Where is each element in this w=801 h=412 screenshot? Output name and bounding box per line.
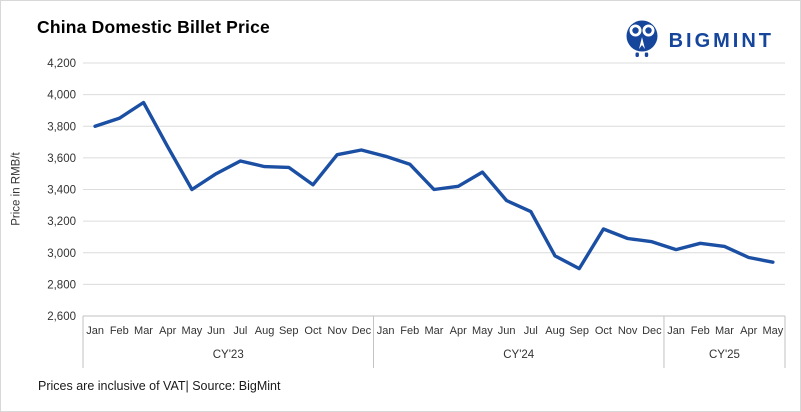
month-label: Mar — [425, 325, 444, 337]
month-label: Jan — [86, 325, 104, 337]
month-label: Feb — [400, 325, 419, 337]
month-label: May — [763, 325, 784, 337]
y-tick-label: 3,200 — [47, 216, 76, 228]
month-label: Jul — [524, 325, 538, 337]
year-label: CY'23 — [213, 349, 244, 361]
year-label: CY'24 — [503, 349, 535, 361]
y-tick-label: 3,600 — [47, 153, 76, 165]
bigmint-wordmark: BIGMINT — [668, 30, 774, 52]
month-label: Dec — [642, 325, 662, 337]
y-tick-label: 4,000 — [47, 90, 76, 102]
month-label: Nov — [327, 325, 347, 337]
month-label: Aug — [545, 325, 565, 337]
bigmint-logo: BIGMINT — [623, 19, 774, 64]
month-label: Nov — [618, 325, 638, 337]
bigmint-logo-icon — [623, 19, 661, 64]
chart-title: China Domestic Billet Price — [37, 17, 270, 37]
month-label: Jun — [207, 325, 225, 337]
month-label: Aug — [255, 325, 275, 337]
month-label: Jan — [667, 325, 685, 337]
price-line — [93, 100, 775, 271]
y-tick-label: 3,000 — [47, 248, 76, 260]
month-label: Mar — [134, 325, 153, 337]
month-label: May — [472, 325, 493, 337]
month-label: Jan — [377, 325, 395, 337]
month-label: Mar — [715, 325, 734, 337]
y-tick-label: 3,800 — [47, 121, 76, 133]
month-label: Jun — [498, 325, 516, 337]
y-tick-label: 4,200 — [47, 58, 76, 70]
month-label: Feb — [691, 325, 710, 337]
month-label: Apr — [450, 325, 467, 337]
month-label: Apr — [740, 325, 757, 337]
month-label: May — [182, 325, 203, 337]
month-label: Oct — [304, 325, 321, 337]
month-label: Sep — [569, 325, 589, 337]
month-label: Feb — [110, 325, 129, 337]
month-label: Sep — [279, 325, 299, 337]
month-label: Jul — [233, 325, 247, 337]
month-label: Apr — [159, 325, 176, 337]
month-label: Oct — [595, 325, 612, 337]
source-note: Prices are inclusive of VAT| Source: Big… — [38, 379, 281, 393]
month-label: Dec — [352, 325, 372, 337]
y-tick-label: 3,400 — [47, 185, 76, 197]
y-tick-label: 2,800 — [47, 279, 76, 291]
y-tick-label: 2,600 — [47, 311, 76, 323]
year-label: CY'25 — [709, 349, 740, 361]
